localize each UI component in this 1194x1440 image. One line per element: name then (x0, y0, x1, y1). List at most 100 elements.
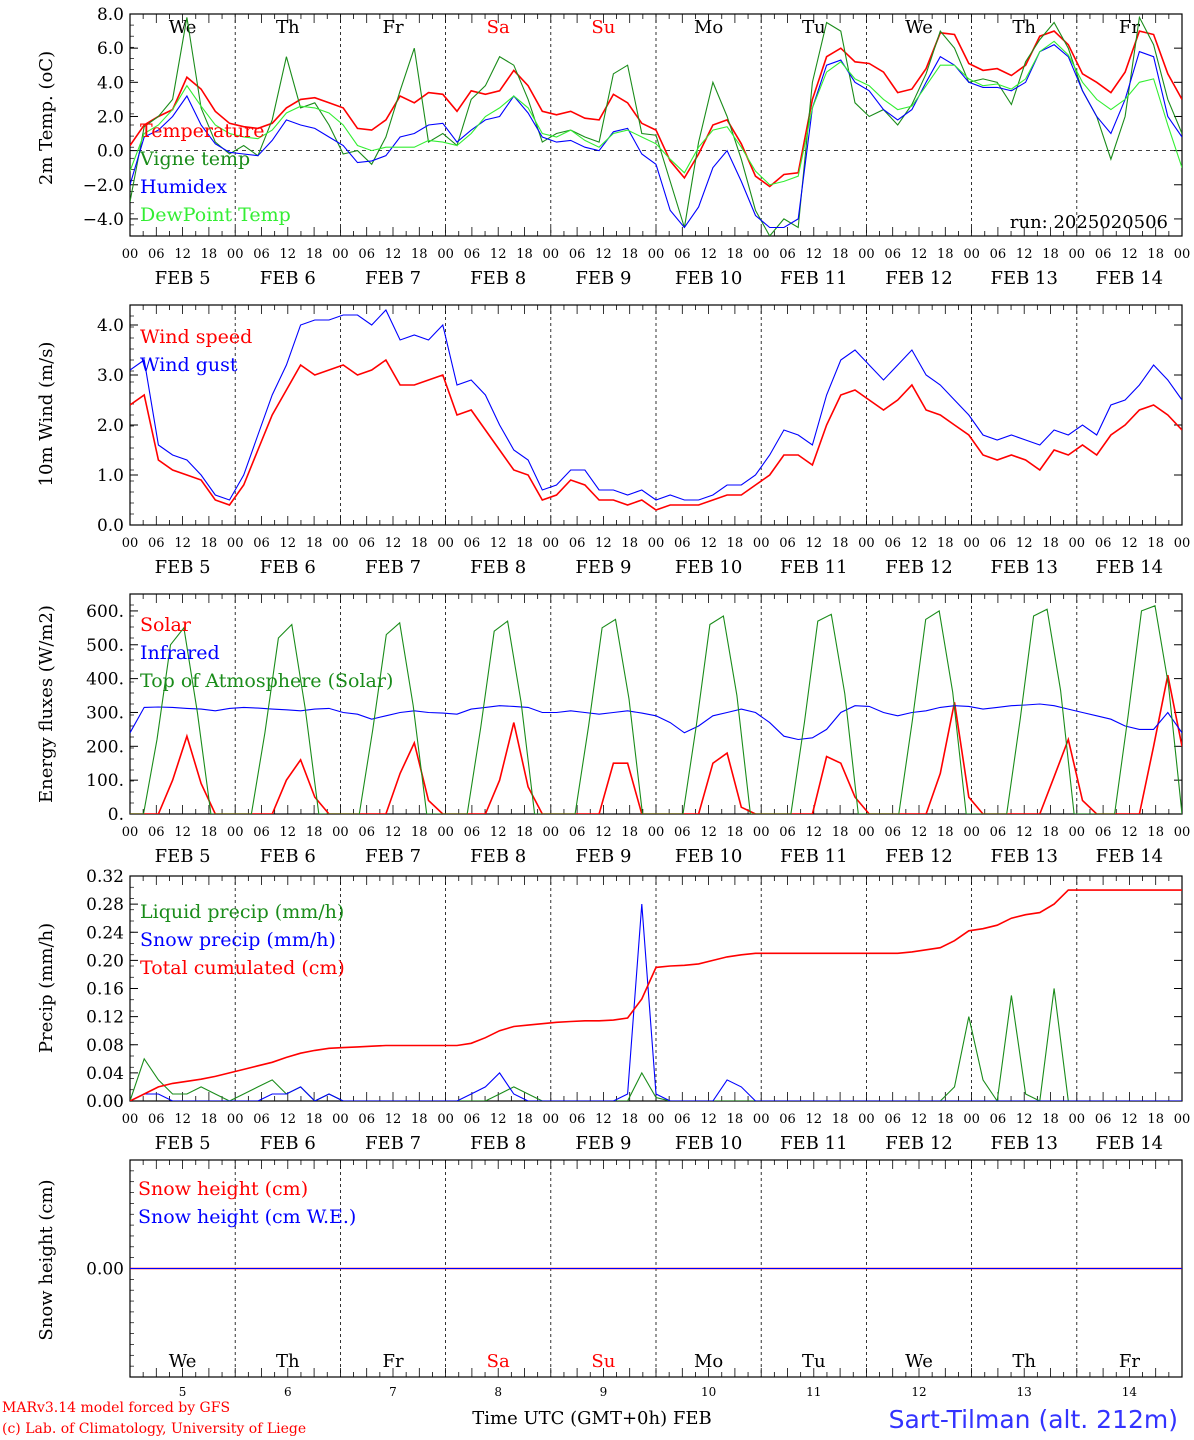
hour-tick-label: 06 (884, 1112, 901, 1127)
legend-entry: Total cumulated (cm) (140, 957, 345, 979)
date-label: FEB 5 (155, 557, 211, 578)
day-number-label: 7 (389, 1385, 397, 1399)
hour-tick-label: 00 (963, 247, 980, 262)
hour-tick-label: 12 (174, 1112, 191, 1127)
hour-tick-label: 18 (832, 825, 849, 840)
hour-tick-label: 12 (700, 247, 717, 262)
hour-tick-label: 00 (122, 825, 139, 840)
hour-tick-label: 06 (253, 247, 270, 262)
date-label: FEB 6 (260, 846, 316, 867)
legend-entry: Wind gust (140, 354, 238, 376)
hour-tick-label: 06 (358, 1112, 375, 1127)
date-label: FEB 8 (470, 557, 526, 578)
panel-5: 0.00 Snow height (cm) Snow height (cm W.E.… (36, 1159, 1183, 1399)
day-number-label: 10 (701, 1385, 716, 1399)
model-credit: MARv3.14 model forced by GFS (2, 1400, 230, 1416)
date-label: FEB 7 (365, 846, 421, 867)
legend-entry: Snow precip (mm/h) (140, 929, 336, 951)
hour-tick-label: 18 (1042, 1112, 1059, 1127)
hour-tick-label: 18 (411, 536, 428, 551)
hour-tick-label: 18 (201, 825, 218, 840)
weekday-label: Fr (382, 17, 403, 38)
y-axis-label: Energy fluxes (W/m2) (36, 605, 57, 803)
date-label: FEB 9 (575, 557, 631, 578)
hour-tick-label: 18 (727, 247, 744, 262)
weekday-label: Mo (694, 17, 723, 38)
date-label: FEB 5 (155, 1133, 211, 1154)
hour-tick-label: 06 (990, 247, 1007, 262)
hour-tick-label: 00 (648, 536, 665, 551)
date-label: FEB 10 (675, 846, 742, 867)
y-tick-label: 600. (86, 602, 124, 622)
hour-tick-label: 00 (648, 247, 665, 262)
hour-tick-label: 00 (648, 1112, 665, 1127)
series-line-top-of-atmosphere-solar- (130, 605, 1182, 814)
hour-tick-label: 06 (569, 536, 586, 551)
hour-tick-label: 00 (437, 247, 454, 262)
weekday-label: Tu (802, 1351, 826, 1372)
hour-tick-label: 18 (306, 825, 323, 840)
series-line-temperature (130, 30, 1182, 188)
hour-tick-label: 12 (595, 1112, 612, 1127)
hour-tick-label: 00 (543, 825, 560, 840)
date-label: FEB 12 (885, 846, 952, 867)
date-label: FEB 11 (780, 268, 847, 289)
weekday-label: We (169, 17, 197, 38)
hour-tick-label: 00 (332, 536, 349, 551)
hour-tick-label: 12 (385, 247, 402, 262)
day-number-label: 12 (911, 1385, 926, 1399)
date-label: FEB 11 (780, 557, 847, 578)
y-axis-label: 10m Wind (m/s) (36, 342, 57, 487)
hour-tick-label: 12 (1121, 536, 1138, 551)
hour-tick-label: 12 (595, 825, 612, 840)
hour-tick-label: 18 (621, 536, 638, 551)
hour-tick-label: 18 (306, 1112, 323, 1127)
date-label: FEB 14 (1096, 268, 1163, 289)
hour-tick-label: 18 (306, 247, 323, 262)
copyright-credit: (c) Lab. of Climatology, University of L… (2, 1421, 306, 1437)
hour-tick-label: 06 (253, 1112, 270, 1127)
hour-tick-label: 18 (832, 247, 849, 262)
hour-tick-label: 00 (122, 536, 139, 551)
hour-tick-label: 12 (385, 825, 402, 840)
series-line-dewpoint-temp (130, 40, 1182, 186)
hour-tick-label: 12 (174, 825, 191, 840)
hour-tick-label: 12 (280, 247, 297, 262)
y-tick-label: 0.16 (86, 980, 124, 1000)
hour-tick-label: 12 (280, 1112, 297, 1127)
hour-tick-label: 12 (700, 825, 717, 840)
y-tick-label: 0.32 (86, 867, 124, 887)
y-tick-label: 2.0 (97, 416, 124, 436)
date-label: FEB 13 (990, 268, 1057, 289)
hour-tick-label: 06 (464, 825, 481, 840)
hour-tick-label: 18 (727, 536, 744, 551)
hour-tick-label: 18 (727, 825, 744, 840)
legend-entry: DewPoint Temp (140, 204, 291, 226)
hour-tick-label: 12 (911, 536, 928, 551)
hour-tick-label: 18 (1147, 247, 1164, 262)
hour-tick-label: 12 (806, 1112, 823, 1127)
hour-tick-label: 06 (674, 825, 691, 840)
hour-tick-label: 06 (674, 536, 691, 551)
hour-tick-label: 00 (858, 247, 875, 262)
hour-tick-label: 18 (832, 1112, 849, 1127)
weekday-label: Tu (802, 17, 826, 38)
hour-tick-label: 00 (963, 1112, 980, 1127)
y-tick-label: 500. (86, 636, 124, 656)
hour-tick-label: 18 (832, 536, 849, 551)
hour-tick-label: 00 (858, 825, 875, 840)
hour-tick-label: 06 (148, 1112, 165, 1127)
date-label: FEB 14 (1096, 557, 1163, 578)
hour-tick-label: 00 (543, 1112, 560, 1127)
series-line-total-cumulated-cm- (130, 889, 1182, 1101)
series-line-solar (130, 675, 1182, 814)
series-line-vigne-temp (130, 15, 1182, 236)
hour-tick-label: 18 (411, 247, 428, 262)
hour-tick-label: 00 (543, 536, 560, 551)
hour-tick-label: 12 (385, 536, 402, 551)
hour-tick-label: 12 (280, 825, 297, 840)
day-number-label: 9 (600, 1385, 608, 1399)
y-tick-label: 300. (86, 703, 124, 723)
hour-tick-label: 00 (858, 536, 875, 551)
